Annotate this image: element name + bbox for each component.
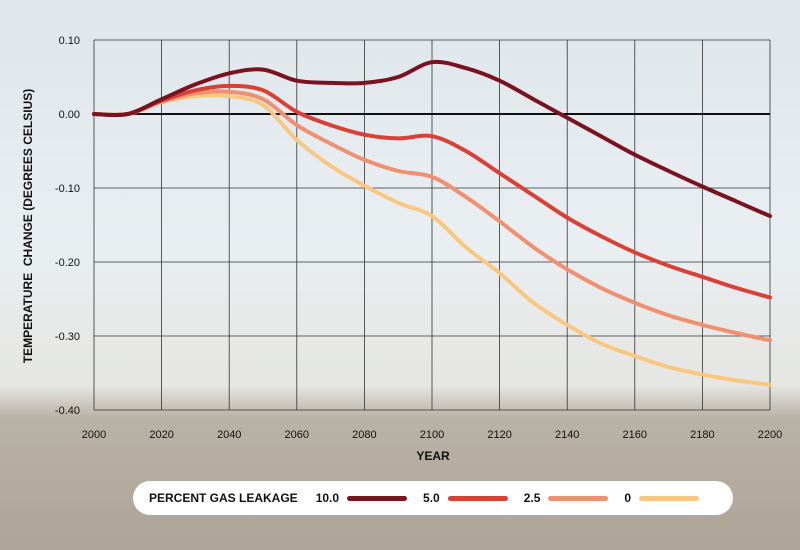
y-tick-label: 0.10: [59, 35, 80, 47]
legend-label: 0: [624, 491, 632, 505]
series-line-10-0: [92, 59, 772, 219]
legend-label: 10.0: [315, 491, 340, 505]
x-tick-label: 2120: [487, 429, 511, 441]
legend-label: 2.5: [523, 491, 541, 505]
legend-title: PERCENT GAS LEAKAGE: [149, 491, 298, 505]
series-line-0: [92, 93, 772, 387]
legend-swatch: [347, 495, 408, 501]
x-tick-label: 2140: [555, 429, 579, 441]
series-line-5-0: [92, 83, 772, 300]
legend-items: 10.0 5.0 2.5 0: [316, 491, 715, 505]
x-tick-label: 2060: [285, 429, 309, 441]
x-tick-label: 2000: [82, 429, 106, 441]
x-axis-title: YEAR: [416, 449, 450, 463]
y-tick-label: -0.10: [55, 183, 80, 195]
x-tick-labels: 2000 2020 2040 2060 2080 2100 2120 2140 2160 2180…: [82, 429, 782, 441]
legend-item: 2.5: [524, 491, 609, 505]
legend-item: 10.0: [315, 491, 408, 505]
x-tick-label: 2200: [758, 429, 782, 441]
y-tick-labels: 0.10 0.00 -0.10 -0.20 -0.30 -0.40: [55, 35, 80, 417]
legend-label: 5.0: [423, 491, 440, 505]
legend-item: 0: [624, 491, 700, 505]
y-tick-label: -0.30: [55, 331, 80, 343]
line-chart: 0.10 0.00 -0.10 -0.20 -0.30 -0.40 2000 2020 204…: [21, 35, 782, 463]
x-tick-label: 2040: [217, 429, 241, 441]
y-tick-label: -0.20: [55, 257, 80, 269]
legend-swatch: [548, 495, 609, 501]
legend: PERCENT GAS LEAKAGE 10.0 5.0 2.5 0: [133, 481, 733, 515]
legend-swatch: [639, 495, 700, 501]
x-tick-label: 2080: [352, 429, 376, 441]
y-axis-title: TEMPERATURE CHANGE (DEGREES CELSIUS): [21, 89, 35, 363]
x-tick-label: 2180: [690, 429, 714, 441]
x-tick-label: 2020: [149, 429, 173, 441]
x-tick-label: 2160: [623, 429, 647, 441]
legend-item: 5.0: [423, 491, 508, 505]
series-line-2-5: [92, 89, 772, 343]
series-lines: [92, 59, 772, 387]
grid: [93, 39, 771, 411]
y-tick-label: 0.00: [59, 109, 80, 121]
legend-swatch: [447, 495, 508, 501]
x-tick-label: 2100: [420, 429, 444, 441]
y-tick-label: -0.40: [55, 405, 80, 417]
